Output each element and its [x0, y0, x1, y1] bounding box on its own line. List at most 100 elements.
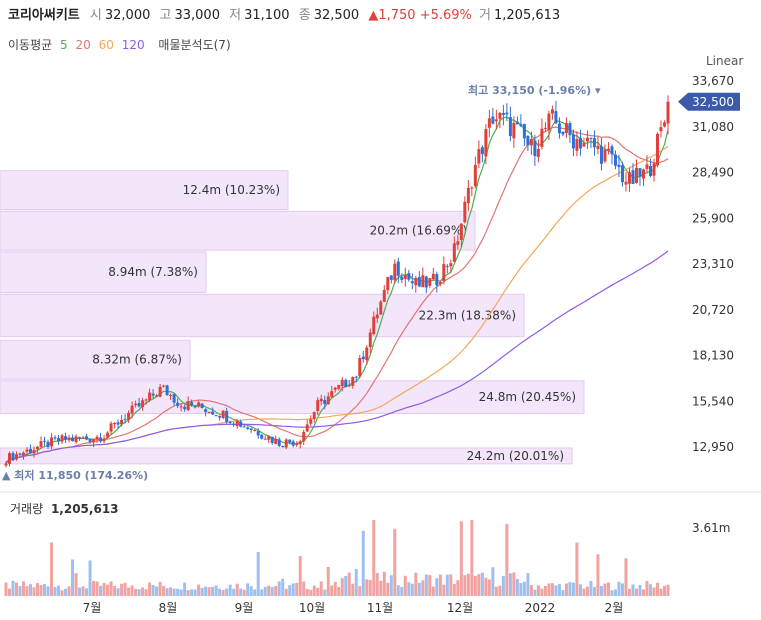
- volume-profile-label: 24.2m (20.01%): [467, 449, 564, 463]
- month-tick-label: 7월: [83, 601, 102, 615]
- volume-bar: [533, 589, 537, 596]
- min-price-annotation: ▲ 최저 11,850 (174.26%): [2, 468, 148, 482]
- candle-body: [491, 116, 495, 124]
- candle-body: [494, 119, 498, 122]
- scale-selector[interactable]: Linear: [706, 54, 744, 68]
- volume-profile-bar: [0, 380, 585, 415]
- candle-body: [67, 437, 71, 441]
- candle-body: [81, 437, 85, 439]
- candle-body: [302, 431, 306, 442]
- volume-profile-bar: [0, 170, 289, 211]
- volume-bar: [232, 588, 236, 596]
- candle-body: [4, 463, 8, 466]
- candle-body: [214, 415, 218, 417]
- volume-bar: [424, 574, 428, 596]
- volume-bar: [127, 587, 131, 596]
- candle-body: [351, 376, 355, 386]
- volume-bar: [32, 587, 36, 596]
- volume-bar: [162, 585, 166, 596]
- candle-body: [88, 438, 92, 442]
- volume-bar: [617, 581, 621, 596]
- candle-body: [508, 117, 512, 137]
- candle-body: [526, 135, 530, 146]
- ma5-label[interactable]: 5: [60, 38, 68, 52]
- candle-body: [221, 410, 225, 419]
- candle-body: [225, 410, 229, 422]
- ma60-label[interactable]: 60: [98, 38, 114, 52]
- candle-body: [291, 441, 295, 446]
- volume-bar: [109, 581, 113, 596]
- volume-bar: [396, 585, 400, 596]
- candle-body: [298, 441, 302, 445]
- candle-body: [662, 122, 666, 127]
- candle-body: [74, 436, 78, 443]
- volume-bar: [116, 588, 120, 596]
- volume-bar: [445, 574, 449, 596]
- candle-body: [382, 290, 386, 302]
- volume-bar: [225, 588, 229, 596]
- volume-bar: [582, 588, 586, 596]
- volume-bar: [326, 567, 330, 596]
- volume-tick-label: 3.61m: [692, 521, 730, 535]
- volume-profile-label: 8.32m (6.87%): [92, 353, 182, 367]
- volume-bar: [92, 580, 96, 596]
- volume-bar: [239, 588, 243, 596]
- candle-body: [284, 439, 288, 448]
- candle-body: [435, 274, 439, 286]
- ma120-label[interactable]: 120: [121, 38, 145, 52]
- candle-body: [396, 261, 400, 276]
- volume-bar: [358, 586, 362, 596]
- candle-body: [186, 401, 190, 411]
- ma20-label[interactable]: 20: [75, 38, 91, 52]
- volume-profile-bar: [0, 339, 191, 380]
- volume-bar: [29, 584, 33, 596]
- candle-body: [53, 437, 57, 439]
- volume-bar: [666, 584, 670, 596]
- candle-body: [309, 419, 313, 424]
- candle-body: [144, 399, 148, 401]
- volume-bar: [431, 586, 435, 596]
- volume-bar: [141, 587, 145, 596]
- volume-bar: [585, 586, 589, 596]
- candle-body: [634, 167, 638, 183]
- price-tick-label: 33,670: [692, 74, 734, 88]
- candle-body: [267, 436, 271, 440]
- volume-bar: [403, 575, 407, 596]
- volume-profile-label[interactable]: 매물분석도(7): [158, 38, 231, 52]
- volume-bar: [169, 587, 173, 596]
- volume-bar: [39, 585, 43, 596]
- volume-bar: [155, 586, 159, 596]
- volume-bar: [67, 586, 71, 596]
- price-tick-label: 23,310: [692, 257, 734, 271]
- volume-bar: [536, 585, 540, 596]
- candle-body: [211, 411, 215, 415]
- ma5-line: [5, 116, 669, 464]
- time-axis: 7월 8월 9월 10월 11월 12월 2022 2월: [83, 601, 624, 615]
- volume-bar: [463, 575, 467, 596]
- candle-body: [540, 128, 544, 147]
- candle-body: [281, 445, 285, 448]
- candle-body: [204, 409, 208, 413]
- moving-average-legend[interactable]: 이동평균 5 20 60 120 매물분석도(7): [8, 36, 235, 53]
- volume-bar: [519, 583, 523, 596]
- volume-bar: [95, 581, 99, 596]
- candle-body: [473, 164, 477, 187]
- volume-bar: [389, 575, 393, 596]
- candle-body: [57, 438, 61, 442]
- volume-bar: [281, 578, 285, 596]
- volume-bar: [50, 542, 54, 596]
- candle-body: [102, 438, 106, 442]
- candle-body: [424, 276, 428, 288]
- candle-body: [645, 164, 649, 169]
- volume-bar: [74, 573, 78, 596]
- candle-body: [256, 431, 260, 436]
- candle-body: [8, 453, 12, 464]
- volume-bar: [204, 586, 208, 596]
- candle-body: [39, 441, 43, 447]
- candle-body: [498, 112, 502, 119]
- last-price-tag: [678, 92, 740, 111]
- candle-body: [29, 448, 33, 454]
- candle-body: [624, 181, 628, 185]
- volume-bar: [64, 588, 68, 596]
